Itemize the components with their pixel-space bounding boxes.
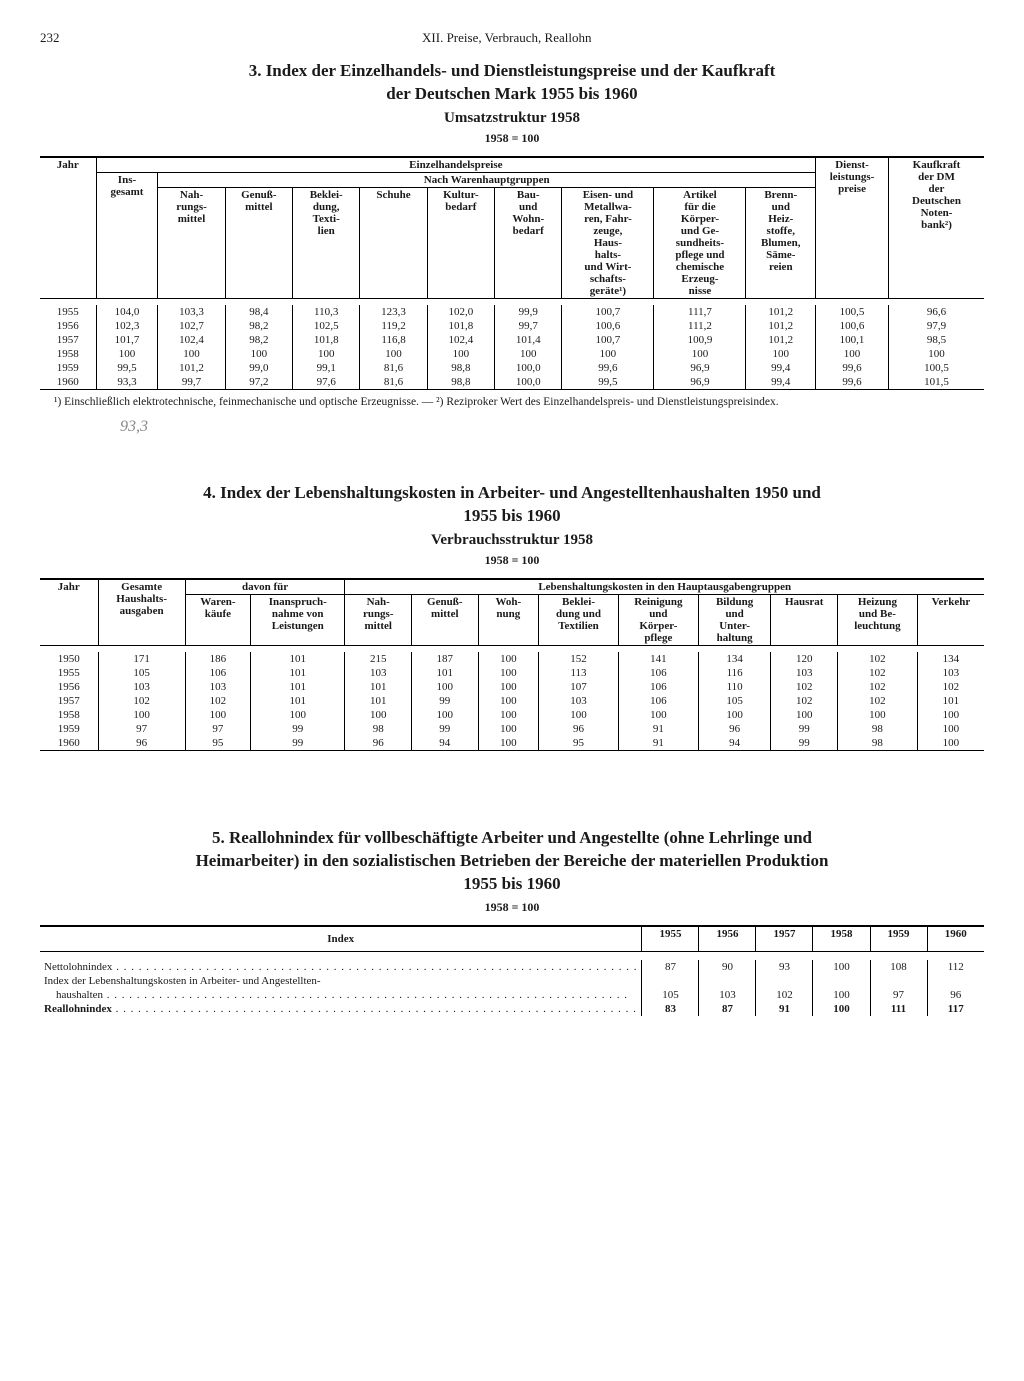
- col-kauf: Kaufkraft der DM der Deutschen Noten- ba…: [889, 157, 985, 299]
- table-row: 196093,399,797,297,681,698,8100,099,596,…: [40, 375, 984, 390]
- row-lhk: haushalten 105 103 102 100 97 96: [40, 988, 984, 1002]
- section5-base: 1958 = 100: [40, 900, 984, 915]
- col-schuhe: Schuhe: [360, 187, 427, 298]
- col-bildung: Bildung und Unter- haltung: [698, 594, 771, 645]
- page-number: 232: [40, 30, 60, 46]
- table-row: 196096959996941009591949998100: [40, 736, 984, 751]
- section5-title: 5. Reallohnindex für vollbeschäftigte Ar…: [40, 827, 984, 896]
- table-row: 1956102,3102,798,2102,5119,2101,899,7100…: [40, 319, 984, 333]
- section4-base: 1958 = 100: [40, 553, 984, 568]
- col-dienst: Dienst- leistungs- preise: [816, 157, 889, 299]
- col-eisen: Eisen- und Metallwa- ren, Fahr- zeuge, H…: [562, 187, 654, 298]
- table-row: 195999,5101,299,099,181,698,8100,099,696…: [40, 361, 984, 375]
- col-wohnung: Woh- nung: [478, 594, 539, 645]
- y1960: 1960: [927, 926, 984, 952]
- table-row: 1955104,0103,398,4110,3123,3102,099,9100…: [40, 305, 984, 319]
- y1957: 1957: [756, 926, 813, 952]
- col-artikel: Artikel für die Körper- und Ge- sundheit…: [654, 187, 746, 298]
- table-row: 195710210210110199100103106105102102101: [40, 694, 984, 708]
- section4-subtitle: Verbrauchsstruktur 1958: [40, 532, 984, 549]
- running-head: XII. Preise, Verbrauch, Reallohn: [422, 30, 591, 46]
- y1958: 1958: [813, 926, 870, 952]
- table-5: Index 1955 1956 1957 1958 1959 1960 Nett…: [40, 925, 984, 1016]
- y1959: 1959: [870, 926, 927, 952]
- col-index: Index: [40, 926, 642, 952]
- col-nahrung: Nah- rungs- mittel: [158, 187, 225, 298]
- table-row: 1956103103101101100100107106110102102102: [40, 680, 984, 694]
- col-verkehr: Verkehr: [917, 594, 984, 645]
- table-3: Jahr Einzelhandelspreise Dienst- leistun…: [40, 156, 984, 390]
- row-lhk-label: Index der Lebenshaltungskosten in Arbeit…: [40, 974, 984, 988]
- row-reallohn: Reallohnindex 83 87 91 100 111 117: [40, 1002, 984, 1016]
- head-haupt: Lebenshaltungskosten in den Hauptausgabe…: [345, 579, 984, 595]
- page-header: 232 XII. Preise, Verbrauch, Reallohn: [40, 30, 984, 46]
- col-rein: Reinigung und Körper- pflege: [618, 594, 698, 645]
- col-bau: Bau- und Wohn- bedarf: [495, 187, 562, 298]
- col-ges: Gesamte Haushalts- ausgaben: [98, 579, 185, 646]
- head-waren: Nach Warenhauptgruppen: [158, 172, 816, 187]
- section3-base: 1958 = 100: [40, 131, 984, 146]
- table-row: 1955105106101103101100113106116103102103: [40, 666, 984, 680]
- col-beklei: Beklei- dung, Texti- lien: [293, 187, 360, 298]
- col-beklei4: Beklei- dung und Textilien: [539, 594, 619, 645]
- table-4: Jahr Gesamte Haushalts- ausgaben davon f…: [40, 578, 984, 751]
- col-total: Ins- gesamt: [96, 172, 158, 298]
- pencil-annotation: 93,3: [120, 418, 984, 436]
- table-row: 1958100100100100100100100100100100100100: [40, 708, 984, 722]
- section3-title: 3. Index der Einzelhandels- und Dienstle…: [40, 60, 984, 106]
- table-row: 1950171186101215187100152141134120102134: [40, 652, 984, 666]
- col-genuss: Genuß- mittel: [225, 187, 292, 298]
- y1955: 1955: [642, 926, 699, 952]
- col-brenn: Brenn- und Heiz- stoffe, Blumen, Säme- r…: [746, 187, 816, 298]
- section4-title: 4. Index der Lebenshaltungskosten in Arb…: [40, 482, 984, 528]
- col-year: Jahr: [40, 157, 96, 299]
- section3-footnote: ¹) Einschließlich elektrotechnische, fei…: [40, 396, 984, 408]
- col-hausrat: Hausrat: [771, 594, 838, 645]
- col-genuss4: Genuß- mittel: [412, 594, 479, 645]
- head-einzel: Einzelhandelspreise: [96, 157, 815, 173]
- table-row: 1958100100100100100100100100100100100100: [40, 347, 984, 361]
- col-heizung: Heizung und Be- leuchtung: [837, 594, 917, 645]
- section3-subtitle: Umsatzstruktur 1958: [40, 110, 984, 127]
- table-row: 1957101,7102,498,2101,8116,8102,4101,410…: [40, 333, 984, 347]
- head-davon: davon für: [185, 579, 345, 595]
- y1956: 1956: [699, 926, 756, 952]
- col-nahrung4: Nah- rungs- mittel: [345, 594, 412, 645]
- col-waren: Waren- käufe: [185, 594, 250, 645]
- table-row: 195997979998991009691969998100: [40, 722, 984, 736]
- col-year: Jahr: [40, 579, 98, 646]
- col-kultur: Kultur- bedarf: [427, 187, 494, 298]
- col-inan: Inanspruch- nahme von Leistungen: [251, 594, 345, 645]
- row-nettolohn: Nettolohnindex 87 90 93 100 108 112: [40, 960, 984, 974]
